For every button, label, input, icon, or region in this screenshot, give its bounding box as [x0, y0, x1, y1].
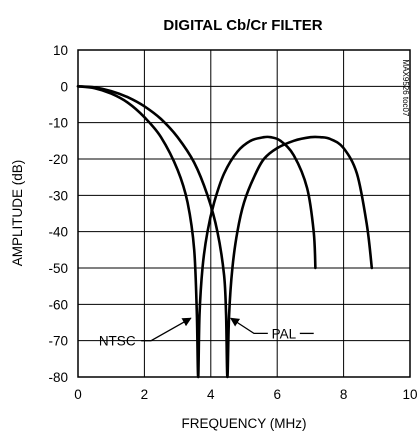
x-tick-label-3: 6 [273, 387, 281, 402]
ticks: 0 2 4 6 8 10 10 0 -10 -20 -30 -40 -50 -60 -70 -80 [48, 43, 417, 402]
series-line-pal [76, 85, 374, 379]
series-layer [76, 85, 374, 379]
plot-frame [77, 49, 411, 378]
x-tick-label-4: 8 [340, 387, 348, 402]
annotations: NTSC PAL [99, 317, 314, 349]
y-tick-label-7: -60 [48, 297, 68, 312]
y-tick-label-8: -70 [48, 334, 68, 349]
chart-title: DIGITAL Cb/Cr FILTER [163, 17, 322, 34]
x-axis-label: FREQUENCY (MHz) [181, 416, 306, 431]
annotation-ntsc-arrow [141, 317, 192, 342]
y-tick-label-4: -30 [48, 188, 68, 203]
y-tick-label-0: 10 [53, 43, 68, 58]
y-tick-label-3: -20 [48, 152, 68, 167]
series-line-ntsc [76, 85, 317, 379]
grid [78, 50, 410, 377]
y-axis-label: AMPLITUDE (dB) [10, 160, 25, 267]
watermark-text: MAX9526 toc07 [401, 60, 410, 117]
y-tick-label-1: 0 [60, 79, 68, 94]
y-tick-label-9: -80 [48, 370, 68, 385]
x-tick-label-5: 10 [402, 387, 417, 402]
y-tick-label-2: -10 [48, 116, 68, 131]
annotation-pal-arrow [229, 317, 268, 335]
x-tick-label-2: 4 [207, 387, 215, 402]
y-tick-label-5: -40 [48, 225, 68, 240]
x-tick-label-0: 0 [74, 387, 82, 402]
annotation-ntsc-label: NTSC [99, 334, 136, 349]
x-tick-label-1: 2 [141, 387, 149, 402]
annotation-pal-label: PAL [272, 326, 297, 341]
y-tick-label-6: -50 [48, 261, 68, 276]
